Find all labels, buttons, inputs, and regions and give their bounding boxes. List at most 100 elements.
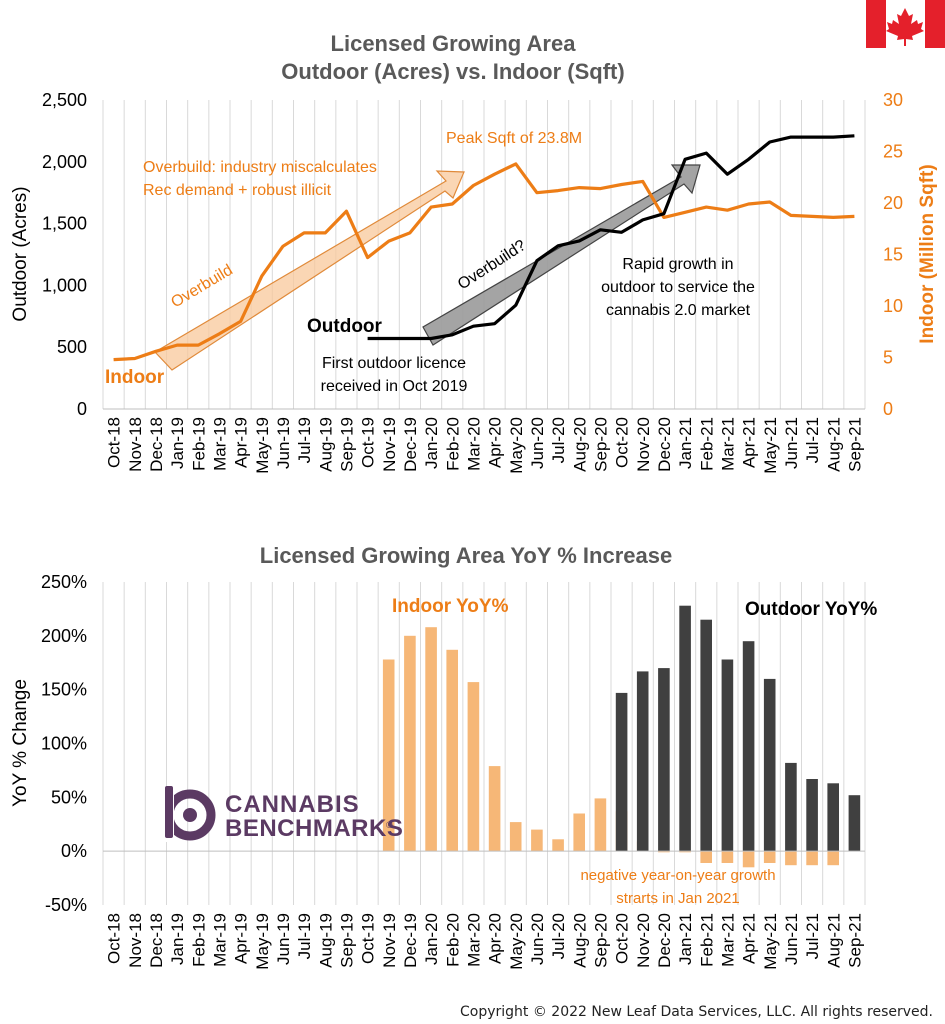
- bar-indoor-yoy: [679, 851, 691, 853]
- top-x-tick: May-20: [507, 417, 526, 474]
- bar-indoor-yoy: [552, 839, 564, 852]
- top-x-tick: Sep-20: [591, 417, 610, 472]
- bottom-x-tick: Aug-19: [316, 913, 335, 968]
- top-y-left-label: Outdoor (Acres): [10, 186, 31, 321]
- bar-indoor-yoy: [742, 851, 755, 868]
- top-x-tick: Aug-19: [316, 417, 335, 472]
- bottom-y-tick: 150%: [41, 680, 87, 700]
- top-x-tick: Jul-19: [295, 417, 314, 463]
- bottom-y-label: YoY % Change: [10, 679, 31, 807]
- bar-indoor-yoy: [488, 766, 501, 852]
- bottom-x-tick: Jun-19: [274, 913, 293, 965]
- bottom-x-tick: Mar-19: [210, 913, 229, 967]
- top-y-right-tick: 5: [883, 348, 893, 368]
- annotation-negative-1: negative year-on-year growth: [580, 867, 775, 884]
- bottom-x-tick: Jul-21: [803, 913, 822, 959]
- bar-outdoor-yoy: [700, 619, 712, 852]
- top-x-tick: Feb-19: [189, 417, 208, 471]
- top-x-tick: Oct-20: [613, 417, 632, 468]
- top-chart: Licensed Growing Area Outdoor (Acres) vs…: [10, 31, 938, 474]
- bar-indoor-yoy: [806, 851, 818, 866]
- bar-indoor-yoy: [531, 829, 543, 852]
- copyright-notice: Copyright © 2022 New Leaf Data Services,…: [460, 1004, 933, 1020]
- bar-indoor-yoy: [658, 851, 670, 853]
- bottom-y-tick: 100%: [41, 734, 87, 754]
- logo-text-line2: BENCHMARKS: [225, 815, 403, 842]
- bottom-x-tick: May-21: [761, 913, 780, 970]
- top-y-left-tick: 2,500: [42, 90, 87, 110]
- bottom-chart: Licensed Growing Area YoY % Increase -50…: [10, 543, 877, 970]
- top-chart-series: [113, 134, 855, 362]
- top-y-left-tick: 1,000: [42, 275, 87, 295]
- bar-indoor-yoy: [446, 649, 458, 852]
- bar-outdoor-yoy: [658, 668, 670, 852]
- series-line-outdoor: [367, 134, 855, 341]
- cannabis-benchmarks-logo-icon: [158, 786, 216, 842]
- top-x-tick: Jun-21: [782, 417, 801, 469]
- top-x-tick: Jun-19: [274, 417, 293, 469]
- top-chart-arrows: [154, 164, 701, 371]
- top-y-right-tick: 25: [883, 142, 903, 162]
- bottom-y-tick: 0%: [61, 841, 87, 861]
- bar-indoor-yoy: [404, 635, 416, 852]
- bottom-x-tick: Jun-21: [782, 913, 801, 965]
- bar-outdoor-yoy: [636, 671, 649, 852]
- bar-outdoor-yoy: [742, 641, 755, 852]
- bar-indoor-yoy: [721, 851, 734, 863]
- annotation-rapid-2: outdoor to service the: [601, 279, 755, 296]
- top-x-tick: Jan-20: [422, 417, 441, 469]
- top-y-right-tick: 0: [883, 399, 893, 419]
- bar-indoor-yoy: [763, 851, 776, 863]
- annotation-peak: Peak Sqft of 23.8M: [446, 130, 582, 147]
- bottom-x-tick: Oct-20: [613, 913, 632, 964]
- annotation-first-2: received in Oct 2019: [321, 378, 468, 395]
- top-x-tick: Apr-21: [740, 417, 759, 468]
- top-x-tick: May-21: [761, 417, 780, 474]
- top-x-tick: Mar-21: [718, 417, 737, 471]
- bottom-x-tick: Mar-21: [718, 913, 737, 967]
- bottom-x-tick: Jan-21: [676, 913, 695, 965]
- bar-indoor-yoy: [827, 851, 839, 866]
- top-x-tick: Mar-20: [464, 417, 483, 471]
- bottom-chart-title: Licensed Growing Area YoY % Increase: [260, 543, 672, 568]
- bottom-x-tick: Jun-20: [528, 913, 547, 965]
- annotation-overbuild-1: Overbuild: industry miscalculates: [143, 159, 377, 176]
- top-x-tick: Apr-20: [486, 417, 505, 468]
- top-x-tick: May-19: [253, 417, 272, 474]
- top-x-tick: Dec-20: [655, 417, 674, 472]
- series-label-indoor-yoy: Indoor YoY%: [392, 596, 509, 617]
- bottom-x-tick: Sep-21: [845, 913, 864, 968]
- bar-outdoor-yoy: [763, 678, 776, 852]
- bottom-x-tick: Oct-19: [359, 913, 378, 964]
- top-chart-title: Licensed Growing Area: [331, 31, 577, 56]
- top-x-tick: Mar-19: [210, 417, 229, 471]
- top-y-left-tick: 0: [77, 399, 87, 419]
- top-x-tick: Sep-19: [337, 417, 356, 472]
- bottom-x-tick: Feb-20: [443, 913, 462, 967]
- top-x-tick: Oct-19: [359, 417, 378, 468]
- top-y-right-tick: 10: [883, 296, 903, 316]
- top-x-tick: Dec-19: [401, 417, 420, 472]
- bottom-y-tick: 250%: [41, 572, 87, 592]
- bottom-x-tick: Aug-20: [570, 913, 589, 968]
- bottom-x-tick: Apr-19: [232, 913, 251, 964]
- bottom-x-tick: Jul-19: [295, 913, 314, 959]
- bottom-x-tick: Mar-20: [464, 913, 483, 967]
- top-x-tick: Dec-18: [147, 417, 166, 472]
- bottom-x-tick: Jan-20: [422, 913, 441, 965]
- top-y-left-tick: 500: [57, 337, 87, 357]
- top-x-tick: Jul-20: [549, 417, 568, 463]
- top-x-tick: Apr-19: [232, 417, 251, 468]
- top-x-tick: Jan-21: [676, 417, 695, 469]
- top-x-tick: Jan-19: [168, 417, 187, 469]
- bottom-x-tick: Feb-21: [697, 913, 716, 967]
- series-label-outdoor-yoy: Outdoor YoY%: [745, 599, 877, 620]
- annotation-rapid-1: Rapid growth in: [622, 256, 733, 273]
- top-y-left-tick: 2,000: [42, 152, 87, 172]
- bottom-x-tick: Aug-21: [824, 913, 843, 968]
- bottom-chart-axes: -50%0%50%100%150%200%250%Oct-18 Nov-18 Dec…: [41, 572, 865, 970]
- bottom-x-tick: Apr-21: [740, 913, 759, 964]
- bottom-x-tick: Nov-20: [634, 913, 653, 968]
- top-y-right-label: Indoor (Million Sqft): [917, 164, 938, 343]
